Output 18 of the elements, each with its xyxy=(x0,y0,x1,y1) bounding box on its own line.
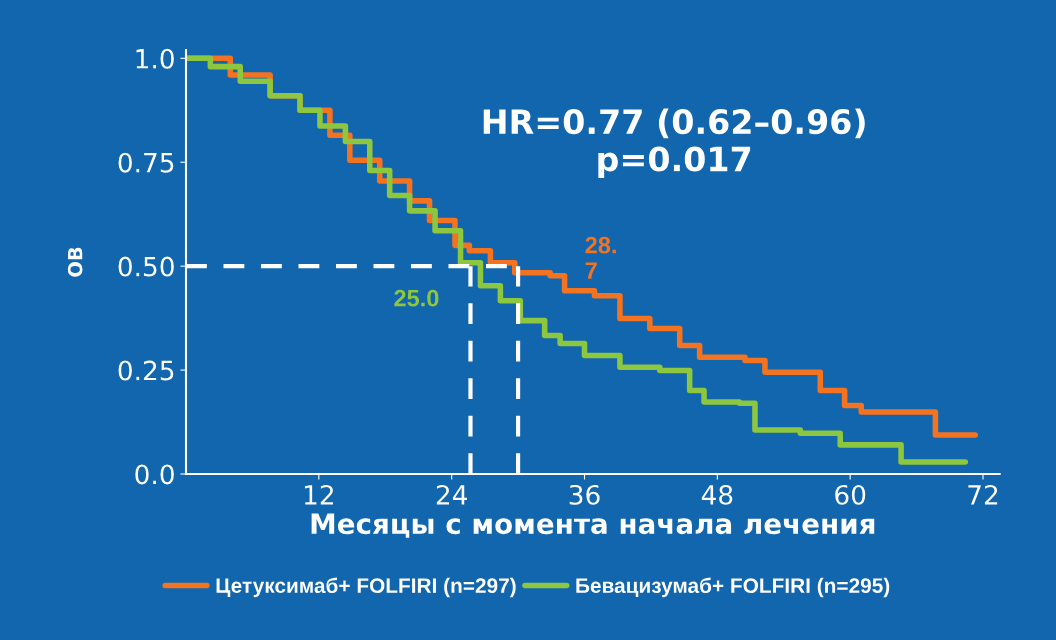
x-tick-label: 12 xyxy=(304,484,333,505)
y-tick-label: 0.75 xyxy=(118,152,174,173)
legend-label: Цетуксимаб+ FOLFIRI (n=297) xyxy=(216,577,516,598)
annotation: 28. 7 xyxy=(585,236,616,279)
x-tick-label: 24 xyxy=(436,484,467,505)
x-tick-label: 72 xyxy=(968,484,998,505)
x-tick-label: 36 xyxy=(569,484,600,505)
y-tick-label: 0.50 xyxy=(118,256,174,277)
x-tick-label: 48 xyxy=(701,484,733,505)
y-tick-label: 0.25 xyxy=(118,360,174,381)
legend-label: Бевацизумаб+ FOLFIRI (n=295) xyxy=(576,577,890,598)
y-tick-label: 1.0 xyxy=(136,48,174,69)
y-axis-title: ОВ xyxy=(67,247,83,277)
y-tick-label: 0.0 xyxy=(135,464,174,485)
x-axis-title: Месяцы с момента начала лечения xyxy=(311,513,875,538)
x-tick-label: 60 xyxy=(835,484,866,505)
annotation: HR=0.77 (0.62–0.96) p=0.017 xyxy=(483,108,865,179)
annotation: 25.0 xyxy=(394,289,439,307)
